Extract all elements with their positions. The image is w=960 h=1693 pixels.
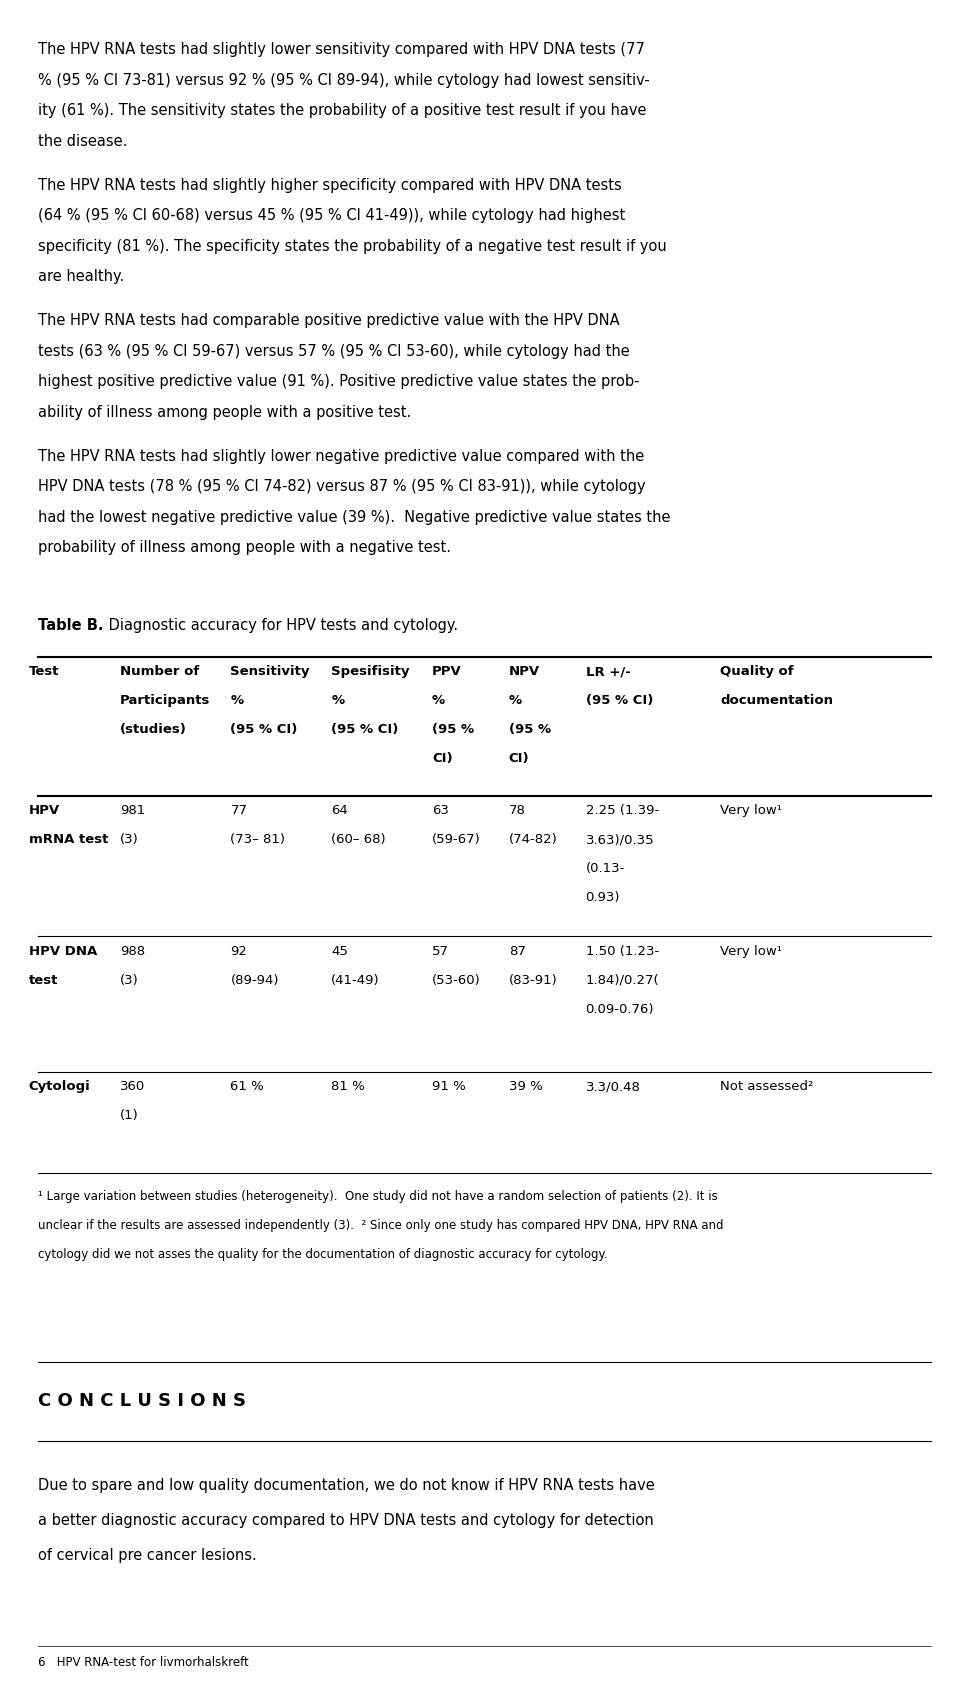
Text: had the lowest negative predictive value (39 %).  Negative predictive value stat: had the lowest negative predictive value… bbox=[38, 510, 671, 525]
Text: ¹ Large variation between studies (heterogeneity).  One study did not have a ran: ¹ Large variation between studies (heter… bbox=[38, 1190, 718, 1204]
Text: Sensitivity: Sensitivity bbox=[230, 665, 310, 679]
Text: Not assessed²: Not assessed² bbox=[720, 1080, 813, 1094]
Text: are healthy.: are healthy. bbox=[38, 269, 125, 284]
Text: the disease.: the disease. bbox=[38, 134, 128, 149]
Text: %: % bbox=[509, 694, 522, 708]
Text: % (95 % CI 73-81) versus 92 % (95 % CI 89-94), while cytology had lowest sensiti: % (95 % CI 73-81) versus 92 % (95 % CI 8… bbox=[38, 73, 650, 88]
Text: Spesifisity: Spesifisity bbox=[331, 665, 410, 679]
Text: 61 %: 61 % bbox=[230, 1080, 264, 1094]
Text: HPV: HPV bbox=[29, 804, 60, 818]
Text: 77: 77 bbox=[230, 804, 248, 818]
Text: 988: 988 bbox=[120, 945, 145, 958]
Text: (73– 81): (73– 81) bbox=[230, 833, 285, 846]
Text: HPV DNA: HPV DNA bbox=[29, 945, 97, 958]
Text: a better diagnostic accuracy compared to HPV DNA tests and cytology for detectio: a better diagnostic accuracy compared to… bbox=[38, 1514, 654, 1529]
Text: Quality of: Quality of bbox=[720, 665, 794, 679]
Text: ity (61 %). The sensitivity states the probability of a positive test result if : ity (61 %). The sensitivity states the p… bbox=[38, 103, 647, 119]
Text: PPV: PPV bbox=[432, 665, 462, 679]
Text: 87: 87 bbox=[509, 945, 526, 958]
Text: Very low¹: Very low¹ bbox=[720, 804, 782, 818]
Text: 3.3/0.48: 3.3/0.48 bbox=[586, 1080, 640, 1094]
Text: (0.13-: (0.13- bbox=[586, 862, 625, 875]
Text: (89-94): (89-94) bbox=[230, 973, 279, 987]
Text: (95 % CI): (95 % CI) bbox=[230, 723, 298, 736]
Text: 39 %: 39 % bbox=[509, 1080, 542, 1094]
Text: The HPV RNA tests had slightly lower sensitivity compared with HPV DNA tests (77: The HPV RNA tests had slightly lower sen… bbox=[38, 42, 645, 58]
Text: 45: 45 bbox=[331, 945, 348, 958]
Text: (74-82): (74-82) bbox=[509, 833, 558, 846]
Text: Cytologi: Cytologi bbox=[29, 1080, 90, 1094]
Text: 6   HPV RNA-test for livmorhalskreft: 6 HPV RNA-test for livmorhalskreft bbox=[38, 1656, 250, 1669]
Text: unclear if the results are assessed independently (3).  ² Since only one study h: unclear if the results are assessed inde… bbox=[38, 1219, 724, 1233]
Text: Number of: Number of bbox=[120, 665, 200, 679]
Text: 57: 57 bbox=[432, 945, 449, 958]
Text: 1.84)/0.27(: 1.84)/0.27( bbox=[586, 973, 660, 987]
Text: NPV: NPV bbox=[509, 665, 540, 679]
Text: (41-49): (41-49) bbox=[331, 973, 380, 987]
Text: (53-60): (53-60) bbox=[432, 973, 481, 987]
Text: ability of illness among people with a positive test.: ability of illness among people with a p… bbox=[38, 405, 412, 420]
Text: (83-91): (83-91) bbox=[509, 973, 558, 987]
Text: 92: 92 bbox=[230, 945, 248, 958]
Text: 981: 981 bbox=[120, 804, 145, 818]
Text: 3.63)/0.35: 3.63)/0.35 bbox=[586, 833, 654, 846]
Text: of cervical pre cancer lesions.: of cervical pre cancer lesions. bbox=[38, 1549, 257, 1563]
Text: 2.25 (1.39-: 2.25 (1.39- bbox=[586, 804, 659, 818]
Text: (95 %: (95 % bbox=[509, 723, 551, 736]
Text: %: % bbox=[432, 694, 445, 708]
Text: Table B.: Table B. bbox=[38, 618, 104, 633]
Text: probability of illness among people with a negative test.: probability of illness among people with… bbox=[38, 540, 451, 555]
Text: (3): (3) bbox=[120, 973, 139, 987]
Text: 64: 64 bbox=[331, 804, 348, 818]
Text: highest positive predictive value (91 %). Positive predictive value states the p: highest positive predictive value (91 %)… bbox=[38, 374, 640, 389]
Text: 91 %: 91 % bbox=[432, 1080, 466, 1094]
Text: The HPV RNA tests had comparable positive predictive value with the HPV DNA: The HPV RNA tests had comparable positiv… bbox=[38, 313, 620, 328]
Text: Test: Test bbox=[29, 665, 60, 679]
Text: (95 % CI): (95 % CI) bbox=[331, 723, 398, 736]
Text: tests (63 % (95 % CI 59-67) versus 57 % (95 % CI 53-60), while cytology had the: tests (63 % (95 % CI 59-67) versus 57 % … bbox=[38, 344, 630, 359]
Text: LR +/-: LR +/- bbox=[586, 665, 631, 679]
Text: 360: 360 bbox=[120, 1080, 145, 1094]
Text: (64 % (95 % CI 60-68) versus 45 % (95 % CI 41-49)), while cytology had highest: (64 % (95 % CI 60-68) versus 45 % (95 % … bbox=[38, 208, 626, 223]
Text: CI): CI) bbox=[509, 752, 529, 765]
Text: (3): (3) bbox=[120, 833, 139, 846]
Text: mRNA test: mRNA test bbox=[29, 833, 108, 846]
Text: Very low¹: Very low¹ bbox=[720, 945, 782, 958]
Text: 1.50 (1.23-: 1.50 (1.23- bbox=[586, 945, 659, 958]
Text: Due to spare and low quality documentation, we do not know if HPV RNA tests have: Due to spare and low quality documentati… bbox=[38, 1478, 655, 1493]
Text: CI): CI) bbox=[432, 752, 452, 765]
Text: (59-67): (59-67) bbox=[432, 833, 481, 846]
Text: test: test bbox=[29, 973, 59, 987]
Text: 81 %: 81 % bbox=[331, 1080, 365, 1094]
Text: 63: 63 bbox=[432, 804, 449, 818]
Text: 0.09-0.76): 0.09-0.76) bbox=[586, 1002, 654, 1016]
Text: The HPV RNA tests had slightly higher specificity compared with HPV DNA tests: The HPV RNA tests had slightly higher sp… bbox=[38, 178, 622, 193]
Text: HPV DNA tests (78 % (95 % CI 74-82) versus 87 % (95 % CI 83-91)), while cytology: HPV DNA tests (78 % (95 % CI 74-82) vers… bbox=[38, 479, 646, 494]
Text: (1): (1) bbox=[120, 1109, 139, 1122]
Text: (studies): (studies) bbox=[120, 723, 187, 736]
Text: cytology did we not asses the quality for the documentation of diagnostic accura: cytology did we not asses the quality fo… bbox=[38, 1248, 608, 1261]
Text: (60– 68): (60– 68) bbox=[331, 833, 386, 846]
Text: C O N C L U S I O N S: C O N C L U S I O N S bbox=[38, 1392, 247, 1410]
Text: documentation: documentation bbox=[720, 694, 833, 708]
Text: Participants: Participants bbox=[120, 694, 210, 708]
Text: The HPV RNA tests had slightly lower negative predictive value compared with the: The HPV RNA tests had slightly lower neg… bbox=[38, 449, 645, 464]
Text: Diagnostic accuracy for HPV tests and cytology.: Diagnostic accuracy for HPV tests and cy… bbox=[104, 618, 458, 633]
Text: specificity (81 %). The specificity states the probability of a negative test re: specificity (81 %). The specificity stat… bbox=[38, 239, 667, 254]
Text: 78: 78 bbox=[509, 804, 526, 818]
Text: %: % bbox=[331, 694, 345, 708]
Text: %: % bbox=[230, 694, 244, 708]
Text: 0.93): 0.93) bbox=[586, 891, 620, 904]
Text: (95 %: (95 % bbox=[432, 723, 474, 736]
Text: (95 % CI): (95 % CI) bbox=[586, 694, 653, 708]
